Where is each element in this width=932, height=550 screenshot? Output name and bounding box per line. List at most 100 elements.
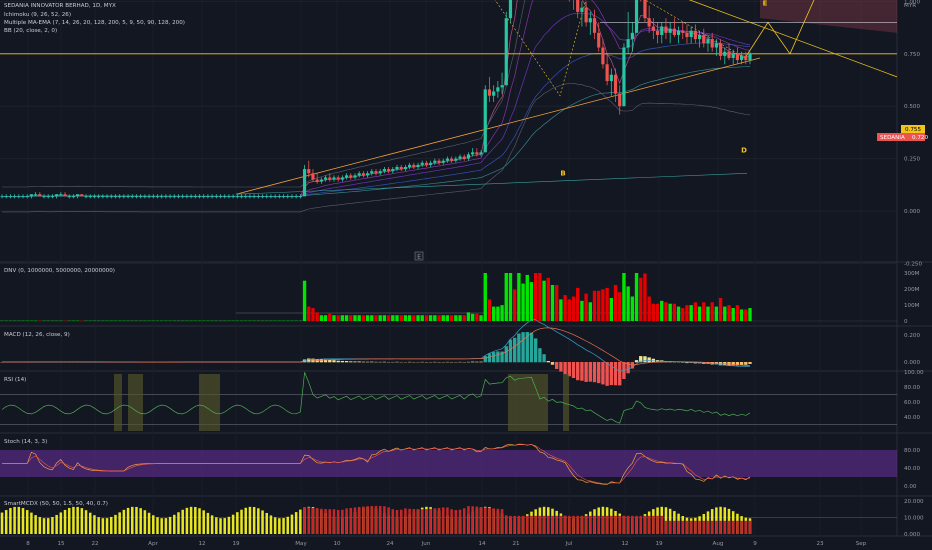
candle-body — [189, 196, 193, 198]
smart-bar-banker — [664, 520, 668, 534]
dnv-bar — [336, 315, 340, 321]
dnv-bar — [538, 273, 542, 321]
time-tick-label: 22 — [91, 541, 98, 547]
smart-bar-banker — [399, 509, 403, 534]
dnv-bar — [647, 296, 651, 321]
rsi-tick-label: 40.00 — [904, 415, 920, 421]
smart-bar-banker — [332, 509, 336, 534]
dnv-bar — [584, 293, 588, 321]
dnv-bar — [563, 295, 567, 321]
smart-bar-banker — [479, 507, 483, 534]
dnv-bar — [710, 302, 714, 321]
smart-bar-retail — [152, 515, 155, 534]
candle-body — [643, 0, 647, 19]
dnv-bar — [626, 286, 630, 321]
smart-bar-retail — [21, 508, 25, 534]
candle-body — [584, 7, 588, 23]
smart-bar-banker — [689, 520, 693, 534]
macd-signal-line — [2, 327, 751, 366]
smart-bar-retail — [723, 507, 727, 534]
bb-legend[interactable]: BB (20, close, 2, 0) — [4, 28, 57, 34]
dnv-bar — [395, 315, 399, 321]
bb-upper — [2, 0, 526, 188]
dnv-bar — [529, 282, 534, 321]
smart-bar-banker — [563, 515, 567, 534]
candle-body — [0, 196, 4, 198]
smart-bar-banker — [370, 506, 374, 534]
smart-bar-retail — [244, 507, 247, 534]
macd-histogram-bar — [483, 356, 487, 363]
smart-bar-retail — [273, 517, 277, 534]
time-tick-label: Jun — [421, 541, 431, 547]
candle-body — [370, 171, 374, 174]
smart-bar-banker — [357, 507, 361, 534]
smart-bar-retail — [194, 506, 197, 534]
candle-body — [399, 166, 403, 170]
smart-bar-retail — [139, 508, 142, 534]
smart-bar-banker — [656, 515, 659, 534]
smart-bar-banker — [307, 507, 311, 534]
candle-body — [340, 177, 344, 180]
macd-histogram-bar — [336, 360, 340, 363]
smart-bar-retail — [269, 515, 273, 534]
dnv-bar — [357, 315, 361, 321]
macd-histogram-bar — [340, 360, 345, 363]
candle-body — [323, 177, 328, 180]
indicator-panes[interactable]: DNV (0, 1000000, 5000000, 20000000) MACD … — [0, 268, 897, 534]
smart-bar-retail — [252, 507, 256, 534]
macd-histogram-bar — [626, 362, 630, 374]
smart-bar-retail — [664, 507, 668, 534]
candle-body — [647, 18, 651, 27]
candle-body — [71, 196, 76, 198]
dnv-tick-label: 300M — [904, 271, 920, 277]
time-tick-label: 15 — [57, 541, 65, 547]
smart-bar-retail — [93, 515, 96, 534]
smart-bar-retail — [206, 512, 210, 534]
candle-body — [126, 196, 130, 198]
candle-body — [634, 0, 639, 33]
candle-body — [479, 152, 483, 155]
candle-body — [416, 164, 420, 167]
dnv-bar — [475, 313, 479, 321]
smart-bar-banker — [513, 515, 516, 534]
smart-bar-retail — [17, 506, 21, 534]
smart-bar-banker — [719, 520, 722, 534]
candle-body — [307, 169, 311, 174]
smart-bar-retail — [30, 512, 33, 534]
ema-legend[interactable]: Multiple MA-EMA (7, 14, 26, 20, 128, 200… — [4, 20, 185, 26]
smart-bar-banker — [450, 509, 453, 534]
smart-bar-retail — [299, 509, 302, 534]
stoch-band — [0, 450, 897, 477]
dnv-bar — [567, 299, 571, 321]
rsi-tick-label: 60.00 — [904, 400, 920, 406]
smart-bar-retail — [202, 510, 205, 534]
smart-bar-banker — [635, 515, 638, 534]
candle-body — [387, 169, 391, 172]
rsi-legend: RSI (14) — [4, 377, 26, 383]
smart-bar-banker — [584, 515, 588, 534]
smart-bar-banker — [547, 515, 550, 534]
earnings-marker-box[interactable] — [414, 251, 424, 261]
candle-body — [702, 34, 706, 44]
macd-histogram-bar — [328, 359, 332, 363]
candle-body — [492, 91, 496, 96]
earnings-marker[interactable]: E — [417, 255, 421, 261]
smart-bar-retail — [9, 508, 12, 534]
macd-histogram-bar — [601, 362, 605, 385]
price-pane[interactable] — [0, 0, 752, 199]
candle-body — [365, 173, 370, 176]
smart-bar-banker — [420, 509, 424, 534]
smart-bar-banker — [483, 507, 487, 534]
candle-body — [92, 196, 97, 198]
smart-bar-retail — [236, 512, 239, 534]
smart-bar-banker — [492, 508, 495, 534]
candle-body — [256, 196, 260, 198]
candle-body — [748, 53, 752, 61]
candle-body — [441, 160, 445, 163]
candle-body — [744, 55, 748, 61]
ichimoku-legend[interactable]: Ichimoku (9, 26, 52, 26) — [4, 12, 71, 18]
smart-bar-banker — [441, 507, 445, 534]
dnv-bar — [618, 292, 622, 321]
dnv-bar — [525, 274, 529, 321]
